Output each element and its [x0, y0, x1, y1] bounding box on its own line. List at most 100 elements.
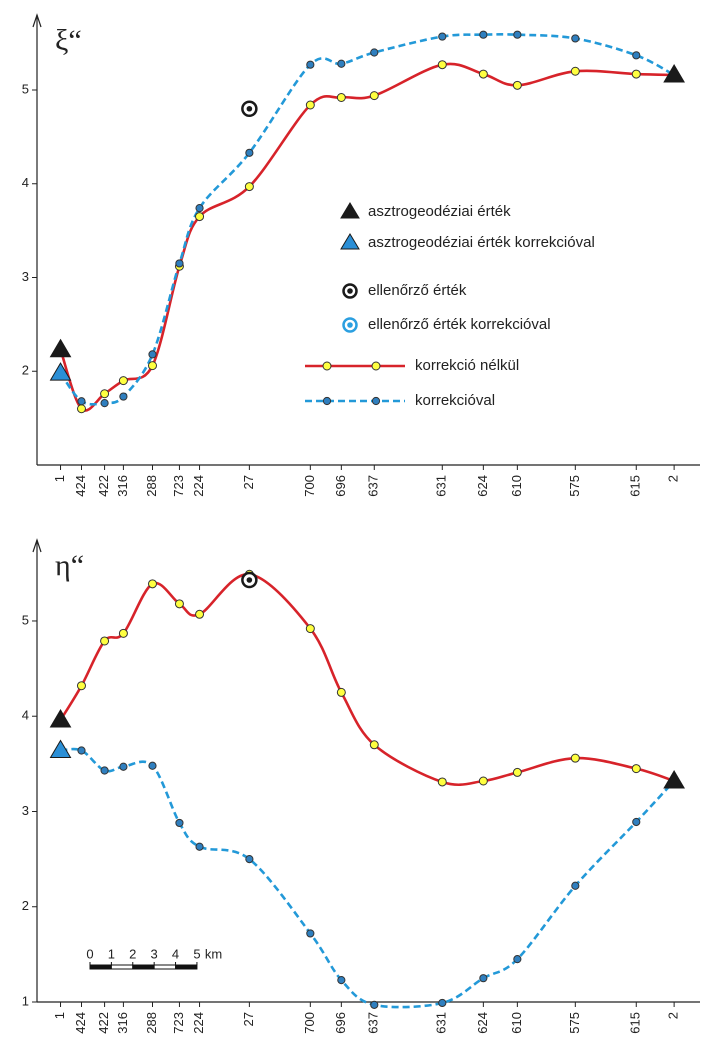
- point-marker: [118, 628, 128, 638]
- point-marker: [369, 740, 379, 750]
- y-tick-label: 2: [22, 898, 29, 913]
- y-tick-label: 5: [22, 612, 29, 627]
- x-tick-label: 610: [509, 475, 524, 497]
- point-marker: [245, 855, 254, 864]
- scale-segment: [110, 964, 134, 970]
- point-marker: [370, 1000, 379, 1009]
- target-dot: [246, 105, 253, 112]
- point-marker: [100, 389, 110, 399]
- x-tick-label: 631: [434, 475, 449, 497]
- point-marker: [306, 929, 315, 938]
- legend-triangle: [340, 202, 360, 219]
- legend-dot: [347, 322, 353, 328]
- x-tick-label: 27: [241, 475, 256, 489]
- legend-dot: [347, 288, 353, 294]
- chart-panel: ξ“ 2 3 4 5 1 424 422 316 288 723 224 27 700 696 637 631 6…: [22, 13, 700, 497]
- point-marker: [119, 762, 128, 771]
- scale-unit: km: [205, 946, 222, 961]
- point-marker: [175, 818, 184, 828]
- point-marker: [195, 212, 205, 222]
- x-tick-label: 422: [96, 475, 111, 497]
- scale-segment: [175, 964, 198, 970]
- point-marker: [118, 376, 128, 386]
- point-marker: [438, 998, 447, 1008]
- point-marker: [631, 69, 641, 79]
- x-tick-label: 2: [666, 475, 681, 482]
- chart-title: ξ“: [55, 24, 82, 57]
- legend-marker: [371, 361, 381, 371]
- point-marker: [571, 881, 580, 890]
- scale-segment: [132, 964, 155, 970]
- x-tick-label: 316: [115, 1012, 130, 1034]
- point-marker: [305, 624, 315, 634]
- point-marker: [370, 48, 379, 57]
- y-tick-label: 2: [22, 363, 29, 378]
- scale-segment: [153, 964, 177, 970]
- x-tick-label: 288: [144, 475, 159, 497]
- y-tick-label: 3: [22, 269, 29, 284]
- point-marker: [479, 30, 488, 39]
- point-marker: [513, 955, 522, 964]
- x-tick-label: 424: [73, 1012, 88, 1034]
- y-tick-label: 4: [22, 175, 29, 190]
- x-tick-label: 27: [241, 1012, 256, 1026]
- point-marker: [570, 753, 580, 763]
- legend-symbol: [342, 283, 358, 299]
- legend-label: asztrogeodéziai érték: [368, 203, 511, 220]
- point-marker: [100, 399, 109, 408]
- point-marker: [100, 636, 110, 646]
- point-marker: [195, 609, 205, 619]
- triangle-marker: [663, 64, 685, 83]
- x-tick-label: 631: [434, 1012, 449, 1034]
- point-marker: [305, 100, 315, 110]
- x-tick-label: 637: [366, 475, 381, 497]
- point-marker: [632, 817, 641, 827]
- x-tick-label: 575: [567, 475, 582, 497]
- point-marker: [174, 599, 184, 609]
- point-marker: [479, 974, 488, 983]
- point-marker: [148, 350, 157, 359]
- x-tick-label: 700: [302, 1012, 317, 1034]
- x-tick-label: 624: [475, 1012, 490, 1034]
- y-tick-label: 1: [22, 993, 29, 1008]
- x-tick-label: 575: [567, 1012, 582, 1034]
- point-marker: [76, 404, 86, 414]
- legend-label: korrekcióval: [415, 392, 495, 409]
- target-dot: [246, 577, 253, 583]
- triangle-marker: [49, 709, 72, 728]
- legend-label: asztrogeodéziai érték korrekcióval: [368, 234, 595, 251]
- legend-symbol: [340, 202, 360, 219]
- scale-label: 2: [129, 946, 136, 961]
- y-axis-arrow: [32, 538, 42, 553]
- series-line: [59, 33, 675, 406]
- point-marker: [195, 204, 204, 213]
- point-marker: [369, 91, 379, 101]
- point-marker: [513, 30, 522, 39]
- legend-symbol: [342, 317, 358, 333]
- x-tick-label: 723: [171, 475, 186, 497]
- x-tick-label: 224: [191, 475, 206, 497]
- x-tick-label: 723: [171, 1012, 186, 1034]
- point-marker: [337, 975, 346, 985]
- point-marker: [77, 746, 86, 755]
- point-marker: [100, 766, 109, 775]
- scale-label: 1: [108, 946, 115, 961]
- point-marker: [147, 361, 157, 371]
- x-tick-label: 700: [302, 475, 317, 497]
- triangle-marker: [49, 338, 72, 358]
- point-marker: [195, 842, 204, 851]
- x-tick-label: 422: [96, 1012, 111, 1034]
- point-marker: [245, 148, 254, 157]
- legend-symbol: [340, 233, 360, 250]
- legend-label: ellenőrző érték korrekcióval: [368, 316, 551, 333]
- point-marker: [570, 66, 580, 76]
- x-tick-label: 615: [628, 475, 643, 497]
- y-tick-label: 5: [22, 81, 29, 96]
- triangle-marker: [663, 770, 685, 789]
- point-marker: [478, 776, 488, 786]
- point-marker: [437, 777, 447, 787]
- legend-marker: [322, 361, 332, 371]
- chart-title: η“: [55, 549, 84, 582]
